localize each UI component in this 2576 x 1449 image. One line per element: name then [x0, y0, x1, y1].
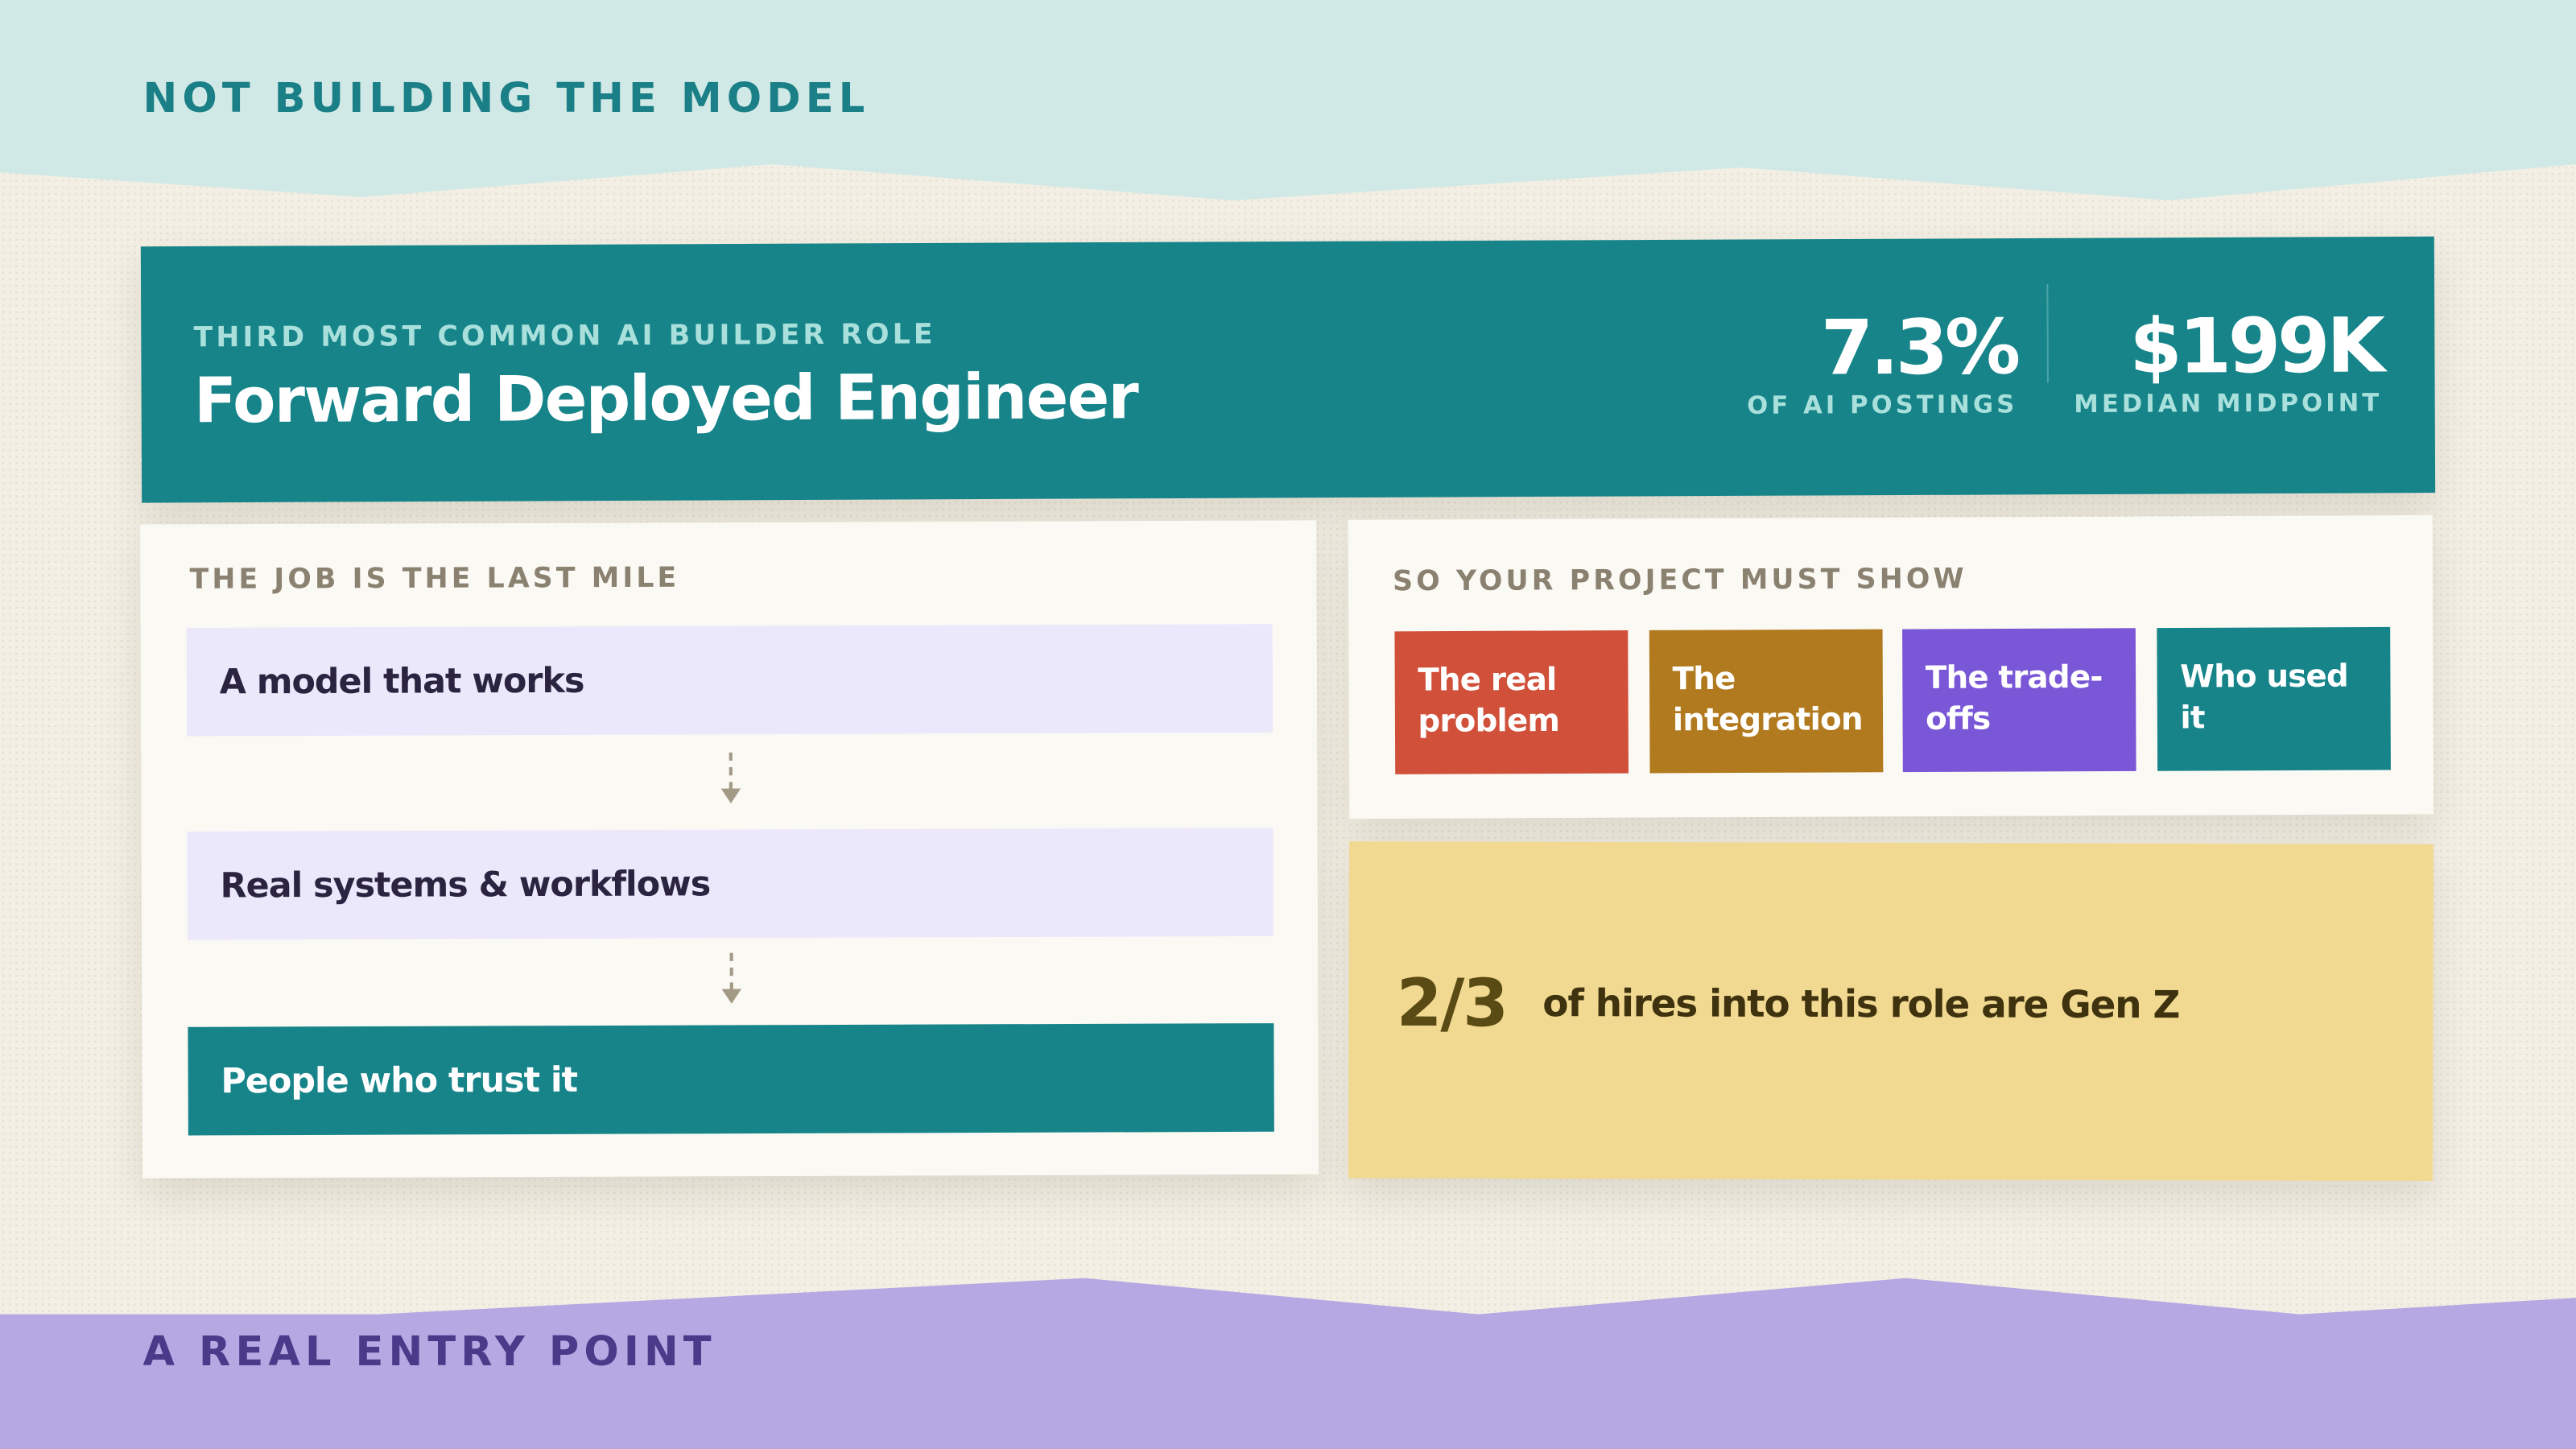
- stat-salary: $199K MEDIAN MIDPOINT: [2074, 300, 2383, 419]
- tile: The trade-offs: [1902, 628, 2136, 773]
- footer-label: A REAL ENTRY POINT: [142, 1327, 716, 1376]
- role-card: THIRD MOST COMMON AI BUILDER ROLE Forwar…: [140, 236, 2436, 503]
- role-title: Forward Deployed Engineer: [193, 360, 1138, 437]
- top-band: [0, 0, 2576, 200]
- project-heading: SO YOUR PROJECT MUST SHOW: [1393, 563, 1967, 599]
- stat-card-text: of hires into this role are Gen Z: [1542, 983, 2180, 1028]
- job-card: THE JOB IS THE LAST MILE A model that wo…: [140, 520, 1319, 1179]
- step: People who trust it: [188, 1023, 1274, 1136]
- project-card: SO YOUR PROJECT MUST SHOW The real probl…: [1348, 514, 2434, 819]
- tile: The real problem: [1394, 630, 1629, 774]
- stat-divider: [2046, 284, 2049, 383]
- step: A model that works: [186, 624, 1274, 737]
- stat-postings: 7.3% OF AI POSTINGS: [1747, 302, 2018, 420]
- tile: Who used it: [2157, 626, 2391, 771]
- bottom-band: [0, 1278, 2576, 1449]
- stat-label: OF AI POSTINGS: [1747, 389, 2018, 420]
- stat-value: $199K: [2129, 300, 2383, 391]
- stat-card-value: 2/3: [1396, 966, 1508, 1042]
- header-eyebrow: NOT BUILDING THE MODEL: [142, 73, 870, 122]
- job-heading: THE JOB IS THE LAST MILE: [189, 562, 680, 597]
- step: Real systems & workflows: [187, 828, 1274, 940]
- stat-value: 7.3%: [1820, 302, 2018, 392]
- arrow: [721, 952, 742, 1004]
- arrow: [720, 752, 741, 803]
- role-kicker: THIRD MOST COMMON AI BUILDER ROLE: [193, 318, 936, 355]
- tile: The integration: [1649, 629, 1884, 774]
- stat-card: 2/3 of hires into this role are Gen Z: [1348, 841, 2434, 1182]
- stat-label: MEDIAN MIDPOINT: [2074, 387, 2383, 419]
